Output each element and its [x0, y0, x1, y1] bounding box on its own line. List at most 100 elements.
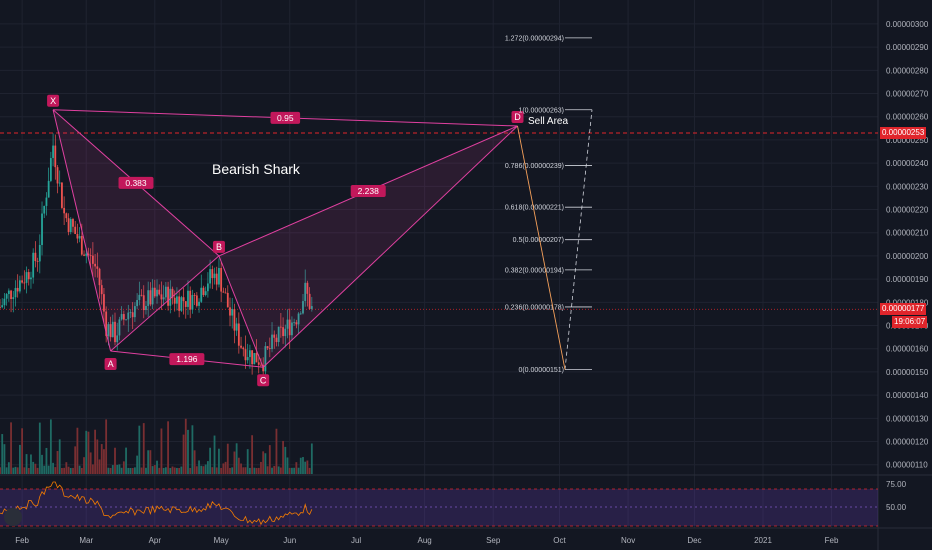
- candle-body: [200, 287, 203, 302]
- volume-bar: [158, 467, 161, 474]
- candle-body: [282, 327, 284, 337]
- volume-bar: [160, 428, 163, 474]
- volume-bar: [83, 457, 85, 474]
- candle-body: [80, 236, 83, 255]
- volume-bar: [58, 439, 61, 474]
- candle-body: [83, 254, 85, 256]
- volume-bar: [34, 463, 37, 474]
- volume-bar: [89, 452, 92, 474]
- candle-body: [264, 346, 267, 372]
- ratio-label-box: [118, 176, 154, 189]
- volume-bar: [213, 435, 216, 474]
- volume-bar: [19, 444, 21, 474]
- volume-bar: [233, 451, 236, 474]
- volume-bar: [246, 449, 249, 474]
- candle-body: [96, 266, 99, 269]
- volume-bar: [16, 467, 19, 474]
- alert-price-badge: 0.00000253: [880, 126, 927, 139]
- volume-bar: [284, 446, 287, 474]
- volume-bar: [120, 467, 123, 474]
- y-tick-label: 0.00000230: [886, 182, 929, 191]
- volume-bar: [211, 467, 214, 474]
- candle-body: [49, 158, 52, 181]
- volume-bar: [279, 467, 282, 474]
- candle-body: [176, 296, 178, 304]
- candle-body: [109, 324, 112, 338]
- volume-bar: [129, 467, 132, 474]
- volume-bar: [114, 447, 116, 474]
- tradingview-logo-icon[interactable]: [4, 508, 22, 526]
- candle-body: [125, 319, 127, 321]
- volume-bar: [180, 466, 183, 474]
- candle-body: [262, 365, 265, 372]
- candle-body: [222, 291, 225, 293]
- volume-bar: [253, 467, 256, 474]
- candle-body: [147, 290, 150, 306]
- candle-body: [140, 294, 143, 296]
- x-tick-label: Jun: [283, 536, 296, 545]
- candle-body: [149, 290, 152, 305]
- ratio-label: 0.383: [125, 178, 147, 188]
- sell-area-label: Sell Area: [528, 116, 568, 127]
- candle-body: [107, 324, 110, 336]
- candle-body: [7, 290, 10, 295]
- y-tick-label: 0.00000130: [886, 414, 929, 423]
- volume-bar: [25, 454, 28, 474]
- candle-body: [43, 205, 46, 214]
- volume-bar: [36, 467, 39, 474]
- candle-body: [198, 301, 200, 306]
- x-tick-label: Mar: [79, 536, 93, 545]
- x-tick-label: Dec: [687, 536, 701, 545]
- candle-body: [308, 293, 311, 309]
- volume-bar: [5, 467, 8, 474]
- volume-bar: [306, 460, 309, 474]
- candle-body: [116, 335, 119, 343]
- volume-bar: [87, 431, 90, 474]
- candle-body: [260, 364, 262, 366]
- volume-bar: [293, 467, 296, 474]
- candle-body: [158, 289, 161, 295]
- candle-body: [129, 312, 132, 314]
- candle-body: [5, 294, 8, 299]
- volume-bar: [209, 447, 212, 474]
- y-tick-label: 0.00000160: [886, 345, 929, 354]
- candle-body: [244, 349, 247, 361]
- candle-body: [211, 269, 214, 279]
- projection-line: [517, 125, 566, 370]
- candle-body: [32, 252, 35, 278]
- candle-body: [69, 219, 72, 233]
- volume-bar: [10, 422, 12, 474]
- volume-bar: [103, 449, 105, 474]
- candle-body: [213, 273, 216, 279]
- volume-bar: [54, 467, 57, 474]
- volume-bar: [240, 463, 242, 474]
- pattern-leg: [110, 255, 220, 352]
- candle-body: [271, 334, 273, 350]
- volume-bar: [304, 461, 307, 474]
- candle-body: [251, 350, 254, 365]
- fib-level-label: 1.272(0.00000294): [505, 35, 564, 42]
- pattern-leg: [262, 125, 518, 368]
- candle-body: [100, 285, 103, 295]
- candle-body: [273, 334, 276, 338]
- volume-bar: [85, 430, 88, 474]
- x-tick-label: Nov: [621, 536, 635, 545]
- volume-bar: [122, 461, 125, 474]
- candle-body: [246, 357, 249, 361]
- volume-bar: [235, 443, 238, 474]
- pattern-name: Bearish Shark: [212, 161, 301, 177]
- pattern-xab-fill: [53, 109, 219, 352]
- candle-body: [304, 282, 307, 302]
- volume-bar: [222, 463, 225, 474]
- volume-bar: [47, 465, 50, 474]
- candle-body: [306, 282, 309, 294]
- ratio-label-box: [169, 353, 205, 366]
- volume-bar: [1, 434, 4, 474]
- candle-body: [266, 346, 269, 349]
- volume-bar: [182, 434, 185, 474]
- candle-body: [229, 307, 231, 316]
- ratio-label: 1.196: [176, 354, 198, 364]
- volume-bar: [30, 454, 32, 474]
- point-label: X: [50, 96, 56, 106]
- candle-body: [36, 261, 39, 262]
